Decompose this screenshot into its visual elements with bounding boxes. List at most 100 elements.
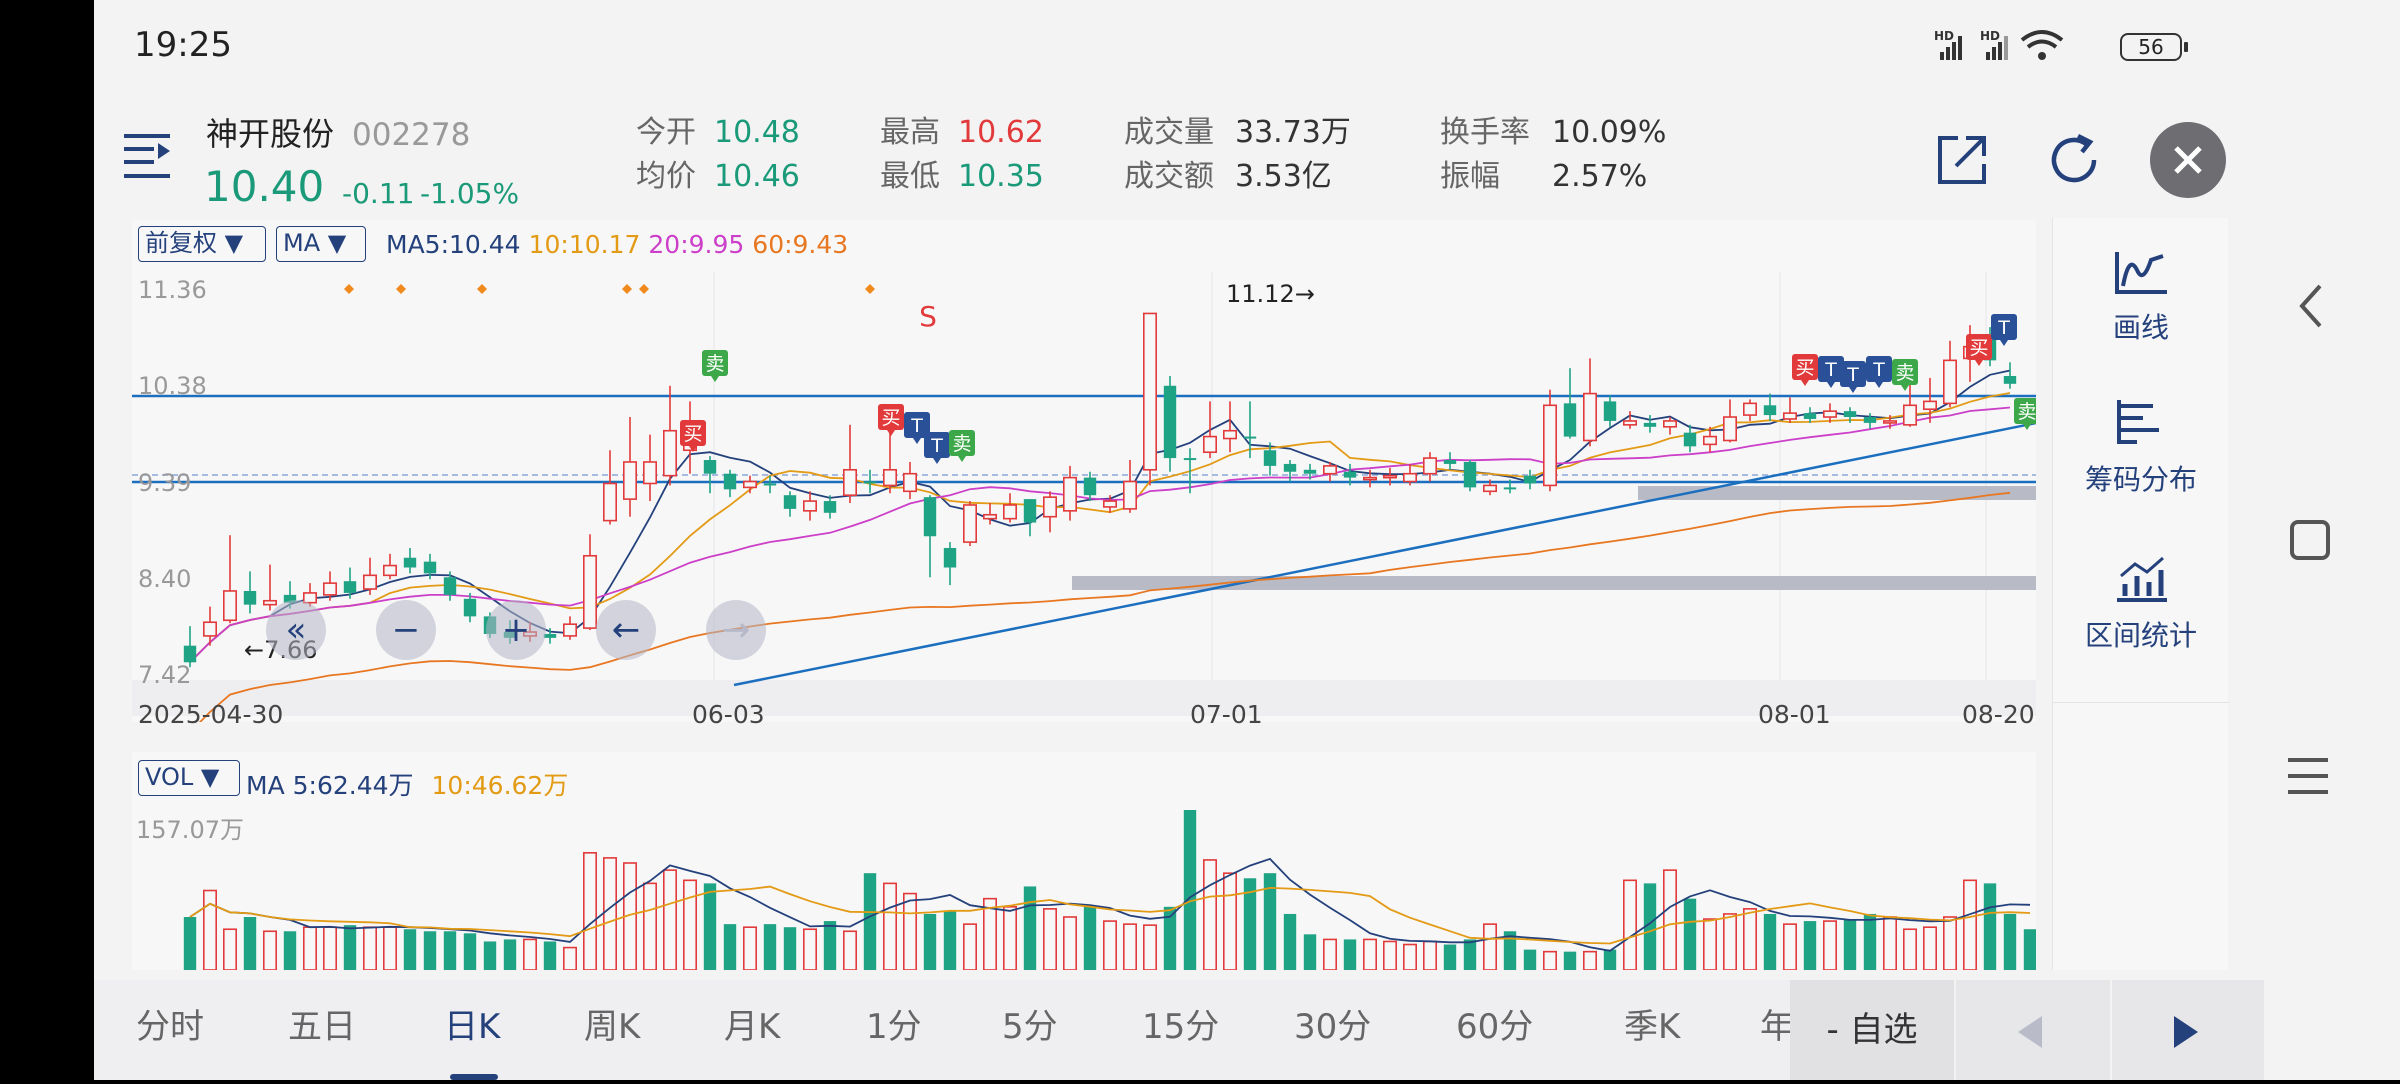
volume-bar-up <box>1943 916 1958 970</box>
signal-sell: 卖 <box>2014 398 2036 430</box>
chip-distribution-tool[interactable]: 筹码分布 <box>2053 398 2229 528</box>
volume-chart-area[interactable] <box>132 752 2036 970</box>
period-tab-8[interactable]: 30分 <box>1294 1007 1372 1047</box>
period-tab-1[interactable]: 五日 <box>288 1007 356 1047</box>
volume-bar-up <box>1663 869 1678 970</box>
signal-text: 卖 <box>952 433 971 455</box>
signal-t: T <box>924 432 950 464</box>
volume-chart[interactable] <box>132 752 2036 970</box>
chip-distribution-icon <box>2117 400 2159 444</box>
ma-label-3: 60:9.43 <box>752 230 849 259</box>
signal-text: T <box>1846 364 1859 386</box>
ma-dropdown[interactable]: MA ▼ <box>276 226 366 262</box>
volume-bar-down <box>1523 949 1537 970</box>
next-stock-button[interactable] <box>2112 980 2264 1080</box>
candle-up <box>982 513 997 520</box>
candle-up <box>1703 435 1718 446</box>
pan-right-button[interactable]: → <box>706 600 766 660</box>
prev-stock-button[interactable] <box>1956 980 2110 1080</box>
volume-bar-down <box>343 925 357 970</box>
candle-up <box>582 554 597 629</box>
side-divider <box>2053 702 2229 703</box>
candle-down <box>1463 461 1477 488</box>
period-tab-0[interactable]: 分时 <box>136 1007 204 1047</box>
signal-buy: 买 <box>1966 334 1992 366</box>
refresh-icon[interactable] <box>2046 132 2102 188</box>
pan-left-button[interactable]: ← <box>596 600 656 660</box>
signal-sell: 卖 <box>949 430 975 462</box>
date-strip <box>132 680 2036 716</box>
candle-up <box>323 582 338 596</box>
period-tab-6[interactable]: 5分 <box>1002 1007 1058 1047</box>
volume-bar-up <box>1923 926 1938 970</box>
watchlist-button[interactable]: - 自选 <box>1790 980 1954 1080</box>
nav-recents-icon[interactable] <box>2286 754 2332 798</box>
period-tab-11[interactable]: 年 <box>1760 1007 1794 1047</box>
vol-dropdown[interactable]: VOL ▼ <box>138 760 240 796</box>
volume-bar-up <box>263 930 278 970</box>
nav-home-icon[interactable] <box>2288 518 2334 564</box>
vol-label: VOL ▼ <box>145 763 220 791</box>
volume-bar-up <box>1623 879 1638 970</box>
candle-up <box>203 621 218 637</box>
share-icon[interactable] <box>1936 134 1988 186</box>
zoom-reset-button[interactable]: « <box>266 600 326 660</box>
volume-bar-up <box>1703 918 1718 970</box>
candle-up <box>562 623 577 637</box>
candle-up <box>1062 476 1077 512</box>
price-tick: 7.42 <box>138 661 192 689</box>
volume-bar-up <box>363 926 378 970</box>
volume-bar-up <box>1783 923 1798 970</box>
period-tab-9[interactable]: 60分 <box>1456 1007 1534 1047</box>
volume-bar-up <box>1042 908 1057 970</box>
volume-bar-up <box>1002 906 1017 970</box>
volume-bar-down <box>1863 913 1877 970</box>
price-tick: 8.40 <box>138 565 192 594</box>
date-tick: 08-20 <box>1962 700 2035 729</box>
volume-bar-down <box>283 931 297 970</box>
zoom-out-button[interactable]: − <box>376 600 436 660</box>
candle-up <box>1042 496 1057 518</box>
volume-bar-up <box>1062 916 1077 970</box>
period-tab-5[interactable]: 1分 <box>866 1007 922 1047</box>
volume-bar-down <box>543 941 557 970</box>
draw-line-tool[interactable]: 画线 <box>2053 248 2229 368</box>
period-tab-10[interactable]: 季K <box>1624 1007 1681 1047</box>
volume-bar-up <box>223 928 238 970</box>
stat-value-0: 10.48 <box>714 115 800 150</box>
range-stats-tool[interactable]: 区间统计 <box>2053 554 2229 684</box>
candle-down <box>763 483 777 486</box>
candle-up <box>1883 420 1898 424</box>
candle-down <box>1303 469 1317 474</box>
period-tab-4[interactable]: 月K <box>724 1007 781 1047</box>
ma-label: MA ▼ <box>283 229 347 257</box>
close-button[interactable] <box>2150 122 2226 198</box>
candle-up <box>662 429 677 477</box>
volume-bar-up <box>522 938 537 970</box>
adjust-dropdown[interactable]: 前复权 ▼ <box>138 226 266 262</box>
stock-price: 10.40 <box>204 162 325 211</box>
candle-up <box>1723 416 1738 442</box>
candle-up <box>1122 480 1137 510</box>
zoom-in-button[interactable]: + <box>486 600 546 660</box>
date-tick: 06-03 <box>692 700 765 729</box>
menu-icon[interactable] <box>124 134 174 178</box>
period-tab-3[interactable]: 周K <box>584 1007 641 1047</box>
candle-down <box>923 497 937 537</box>
candle-up <box>642 461 657 485</box>
ma-label-0: MA5:10.44 <box>386 230 521 259</box>
volume-bar-up <box>1102 920 1117 970</box>
ma-label-2: 20:9.95 <box>648 230 745 259</box>
volume-bar-up <box>1903 928 1918 970</box>
volume-bar-down <box>1503 931 1517 970</box>
period-tab-2[interactable]: 日K <box>444 1007 501 1047</box>
price-tick: 11.36 <box>138 276 207 304</box>
ma-line-MA5 <box>189 369 2011 663</box>
volume-bar-up <box>642 882 657 970</box>
price-tick: 9.39 <box>138 468 192 497</box>
vol-ma5-line <box>189 857 2031 952</box>
nav-back-icon[interactable] <box>2290 280 2330 330</box>
period-tab-7[interactable]: 15分 <box>1142 1007 1220 1047</box>
